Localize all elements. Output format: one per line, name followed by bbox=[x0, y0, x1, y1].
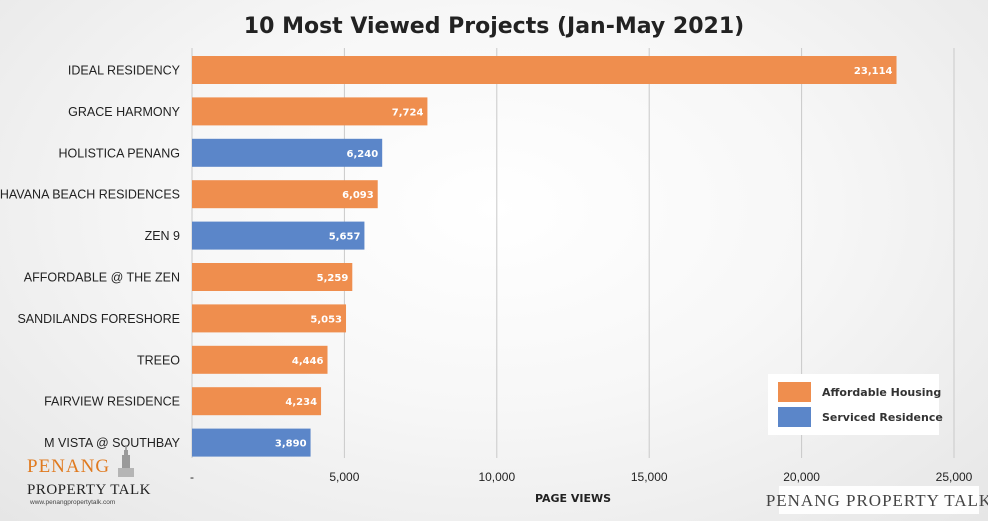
x-axis-title: PAGE VIEWS bbox=[535, 492, 611, 505]
legend-label-serviced-residence: Serviced Residence bbox=[822, 411, 943, 424]
x-tick-labels: - 5,000 10,000 15,000 20,000 25,000 bbox=[190, 470, 973, 484]
category-label: GRACE HARMONY bbox=[68, 105, 180, 119]
bar-value-label: 6,093 bbox=[342, 190, 374, 201]
watermark: PENANG PROPERTY TALK bbox=[766, 486, 988, 514]
category-label: IDEAL RESIDENCY bbox=[68, 64, 181, 78]
bar-value-label: 23,114 bbox=[854, 66, 893, 77]
legend-label-affordable-housing: Affordable Housing bbox=[822, 386, 941, 399]
bar bbox=[192, 428, 311, 457]
bar bbox=[192, 56, 897, 84]
bar bbox=[192, 221, 365, 250]
x-tick-label: 5,000 bbox=[329, 470, 359, 484]
bar bbox=[192, 387, 322, 416]
x-tick-label: 15,000 bbox=[631, 470, 668, 484]
legend-swatch-affordable-housing bbox=[778, 382, 811, 402]
bar bbox=[192, 345, 328, 374]
bar bbox=[192, 180, 378, 209]
bar-value-label: 5,053 bbox=[310, 314, 342, 325]
bar-value-label: 7,724 bbox=[392, 107, 424, 118]
category-labels: IDEAL RESIDENCY GRACE HARMONY HOLISTICA PE… bbox=[0, 64, 181, 451]
legend: Affordable Housing Serviced Residence bbox=[768, 374, 943, 435]
category-label: M VISTA @ SOUTHBAY bbox=[44, 436, 181, 450]
bar bbox=[192, 263, 353, 291]
brand-logo: PENANG PROPERTY TALK www.penangpropertyt… bbox=[27, 445, 151, 506]
bar bbox=[192, 97, 428, 126]
legend-swatch-serviced-residence bbox=[778, 407, 811, 427]
category-label: TREEO bbox=[137, 353, 180, 367]
bar bbox=[192, 304, 347, 333]
watermark-box bbox=[779, 486, 979, 514]
category-label: FAIRVIEW RESIDENCE bbox=[44, 395, 180, 409]
watermark-text: PENANG PROPERTY TALK bbox=[766, 491, 988, 510]
bar-value-label: 3,890 bbox=[275, 439, 307, 450]
x-tick-label: - bbox=[190, 470, 194, 484]
x-tick-label: 20,000 bbox=[783, 470, 820, 484]
bar-value-label: 5,657 bbox=[329, 232, 361, 243]
category-label: HAVANA BEACH RESIDENCES bbox=[0, 188, 180, 202]
logo-url: www.penangpropertytalk.com bbox=[29, 499, 115, 506]
x-tick-label: 25,000 bbox=[936, 470, 973, 484]
building-icon bbox=[118, 445, 134, 477]
category-label: SANDILANDS FORESHORE bbox=[17, 312, 180, 326]
logo-text-penang: PENANG bbox=[27, 456, 110, 477]
bar bbox=[192, 138, 383, 167]
category-label: HOLISTICA PENANG bbox=[58, 146, 180, 160]
category-label: ZEN 9 bbox=[145, 229, 180, 243]
bar-value-label: 5,259 bbox=[317, 273, 349, 284]
bars: 23,114 7,724 6,240 6,093 5,657 5,259 5,053 4,44… bbox=[192, 56, 897, 457]
x-tick-label: 10,000 bbox=[478, 470, 515, 484]
logo-text-property-talk: PROPERTY TALK bbox=[27, 482, 151, 498]
chart-title: 10 Most Viewed Projects (Jan-May 2021) bbox=[244, 14, 744, 39]
category-label: AFFORDABLE @ THE ZEN bbox=[24, 271, 180, 285]
bar-value-label: 4,446 bbox=[292, 356, 324, 367]
bar-value-label: 4,234 bbox=[285, 397, 317, 408]
bar-value-label: 6,240 bbox=[347, 149, 379, 160]
